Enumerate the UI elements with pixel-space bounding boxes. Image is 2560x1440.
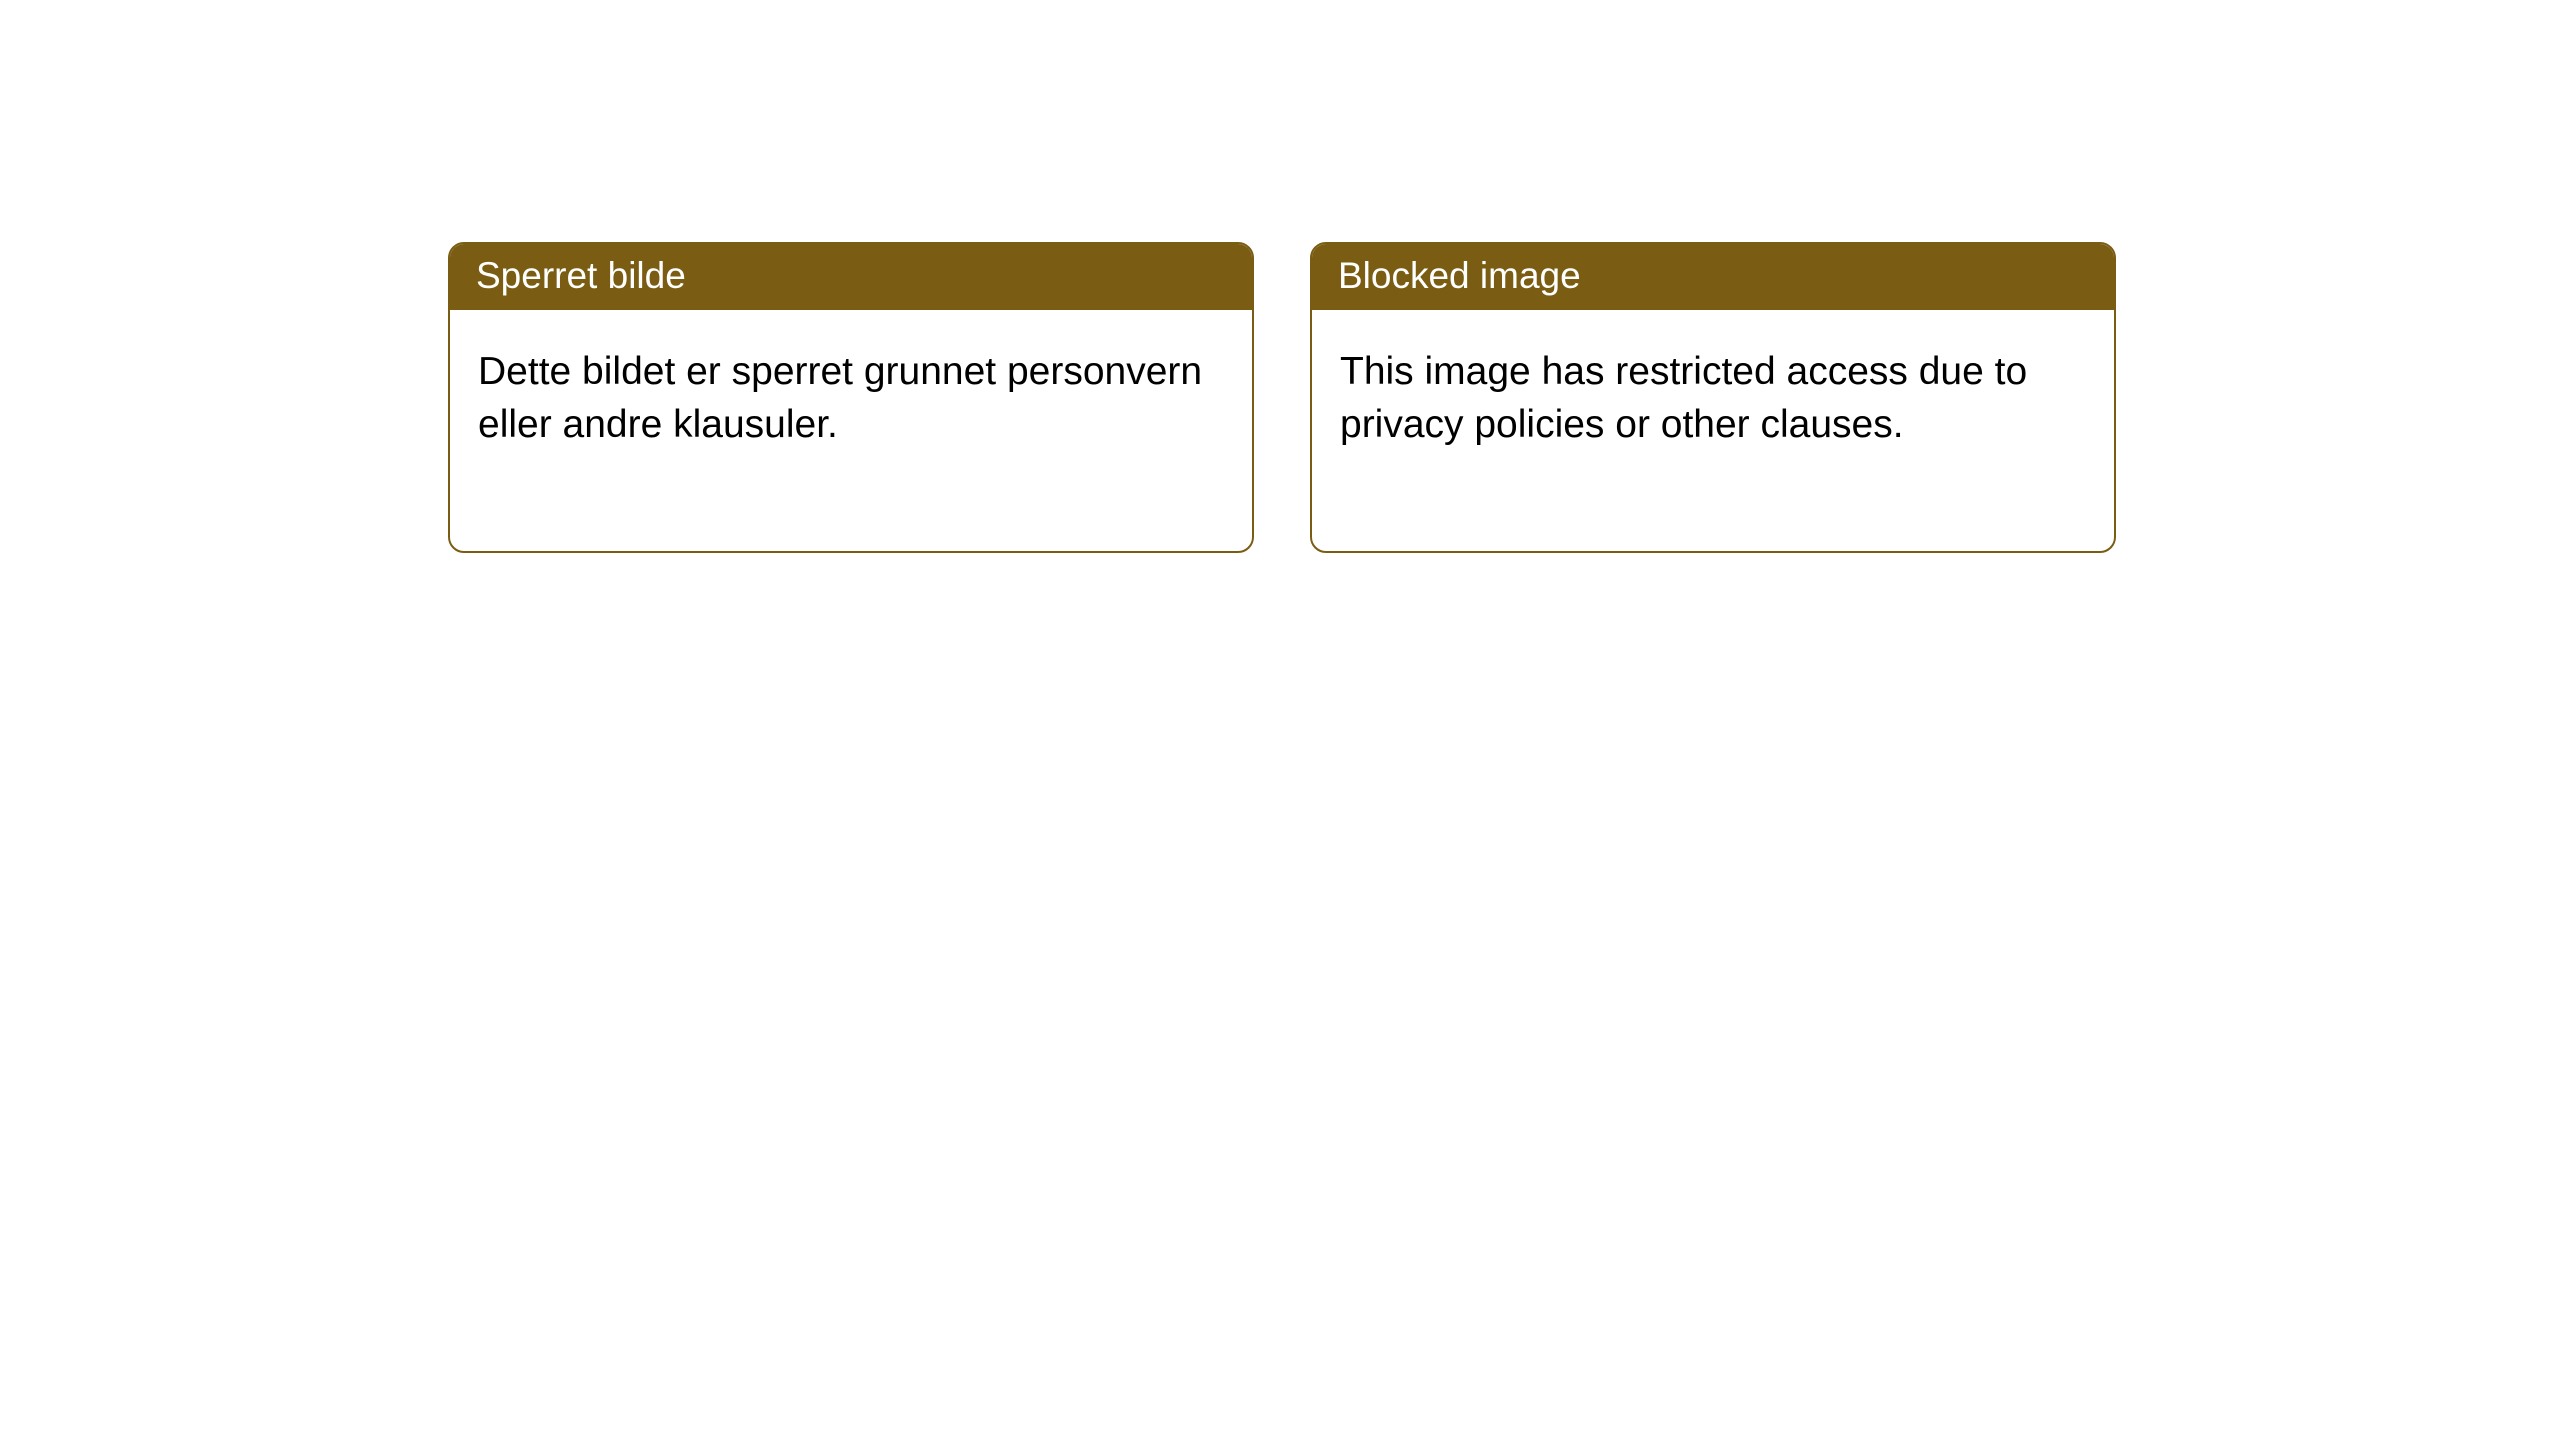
card-header: Blocked image (1312, 244, 2114, 310)
card-body: This image has restricted access due to … (1312, 310, 2114, 551)
card-body-text: Dette bildet er sperret grunnet personve… (478, 350, 1202, 446)
card-title: Sperret bilde (476, 255, 686, 296)
card-body-text: This image has restricted access due to … (1340, 350, 2027, 446)
blocked-image-card-norwegian: Sperret bilde Dette bildet er sperret gr… (448, 242, 1254, 553)
card-title: Blocked image (1338, 255, 1581, 296)
card-header: Sperret bilde (450, 244, 1252, 310)
card-body: Dette bildet er sperret grunnet personve… (450, 310, 1252, 551)
card-container: Sperret bilde Dette bildet er sperret gr… (0, 0, 2560, 553)
blocked-image-card-english: Blocked image This image has restricted … (1310, 242, 2116, 553)
